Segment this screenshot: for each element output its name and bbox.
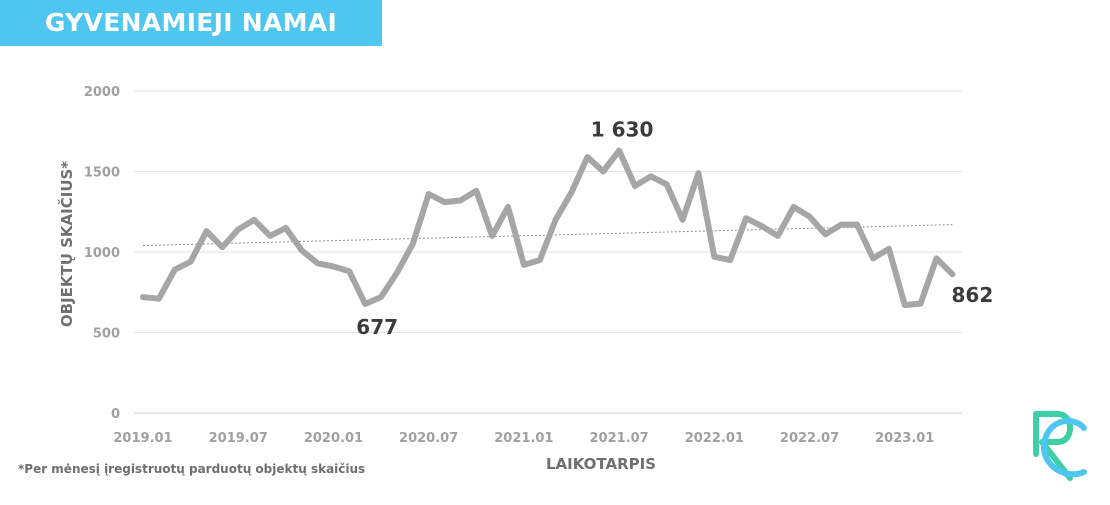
x-tick-label: 2023.01 [875,431,934,446]
x-tick-label: 2022.07 [780,431,839,446]
x-tick-label: 2019.01 [113,431,172,446]
y-tick-label: 1500 [84,166,120,181]
x-axis-title: LAIKOTARPIS [546,455,656,473]
point-annotation: 1 630 [591,118,654,142]
x-tick-label: 2019.07 [209,431,268,446]
x-tick-label: 2021.01 [494,431,553,446]
y-axis-title: OBJEKTŲ SKAIČIUS* [57,161,76,327]
page-title: GYVENAMIEJI NAMAI [0,0,382,46]
point-annotation: 677 [356,315,398,339]
x-tick-label: 2020.01 [304,431,363,446]
rc-logo-icon [1033,411,1087,481]
x-tick-label: 2020.07 [399,431,458,446]
x-tick-label: 2022.01 [685,431,744,446]
x-tick-label: 2021.07 [589,431,648,446]
point-annotation: 862 [951,283,993,307]
grid-lines [134,90,962,414]
data-series-line [140,147,956,309]
point-annotations: 677 1 630 862 [356,118,993,339]
y-tick-label: 2000 [84,85,120,100]
y-tick-label: 1000 [84,246,120,261]
x-axis-ticks: 2019.01 2019.07 2020.01 2020.07 2021.01 2021.… [113,431,934,446]
y-axis-ticks: 0 500 1000 1500 2000 [84,85,120,422]
y-tick-label: 500 [93,327,120,342]
footnote: *Per mėnesį įregistruotų parduotų objekt… [18,462,366,476]
y-tick-label: 0 [111,407,120,422]
